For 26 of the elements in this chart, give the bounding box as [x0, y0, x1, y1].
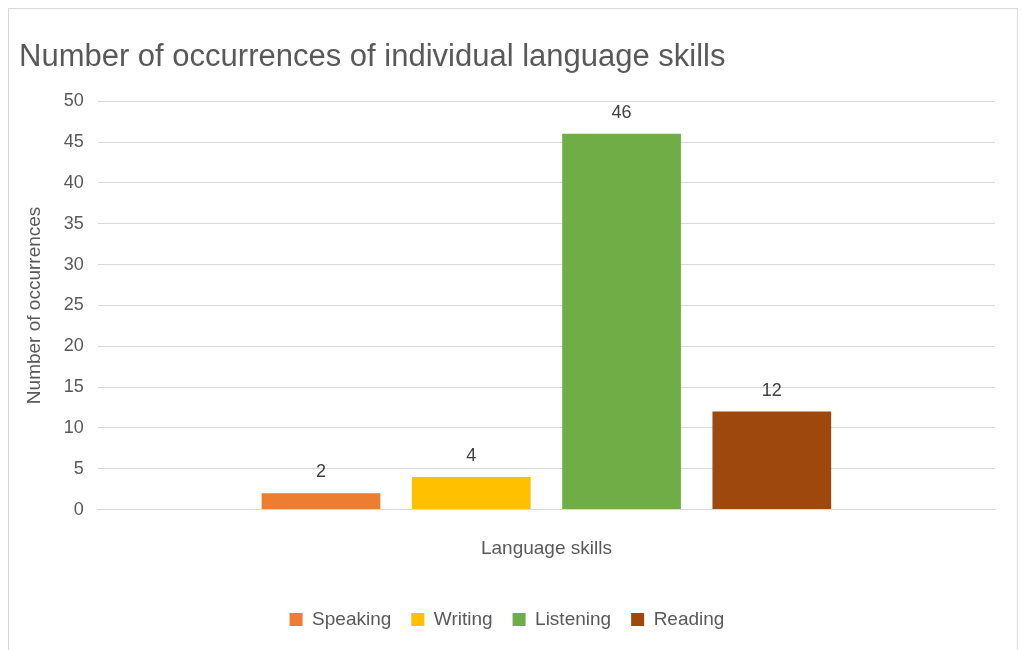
y-tick-label: 40	[63, 171, 84, 192]
y-tick-label: 10	[63, 416, 84, 437]
y-tick-label: 35	[63, 212, 84, 233]
data-label: 2	[315, 461, 326, 482]
legend-label: Reading	[653, 607, 725, 629]
y-axis-title: Number of occurrences	[22, 206, 44, 405]
x-axis-title: Language skills	[480, 536, 612, 558]
y-tick-label: 45	[63, 131, 84, 152]
data-label: 4	[466, 444, 477, 465]
y-tick-label: 20	[63, 335, 84, 356]
y-tick-label: 15	[63, 376, 84, 397]
legend-label: Listening	[535, 607, 612, 629]
bar	[712, 411, 832, 510]
y-tick-label: 30	[63, 253, 84, 274]
legend-label: Writing	[433, 607, 493, 629]
data-label: 12	[761, 379, 782, 400]
y-tick-label: 50	[63, 90, 84, 111]
y-tick-label: 0	[73, 498, 84, 519]
bar	[261, 493, 381, 510]
legend-label: Speaking	[312, 607, 392, 629]
chart-title: Number of occurrences of individual language skills	[19, 38, 726, 74]
y-tick-label: 5	[73, 457, 84, 478]
y-tick-label: 25	[63, 294, 84, 315]
bar	[411, 476, 531, 510]
data-label: 46	[611, 101, 632, 122]
bar	[562, 133, 681, 510]
